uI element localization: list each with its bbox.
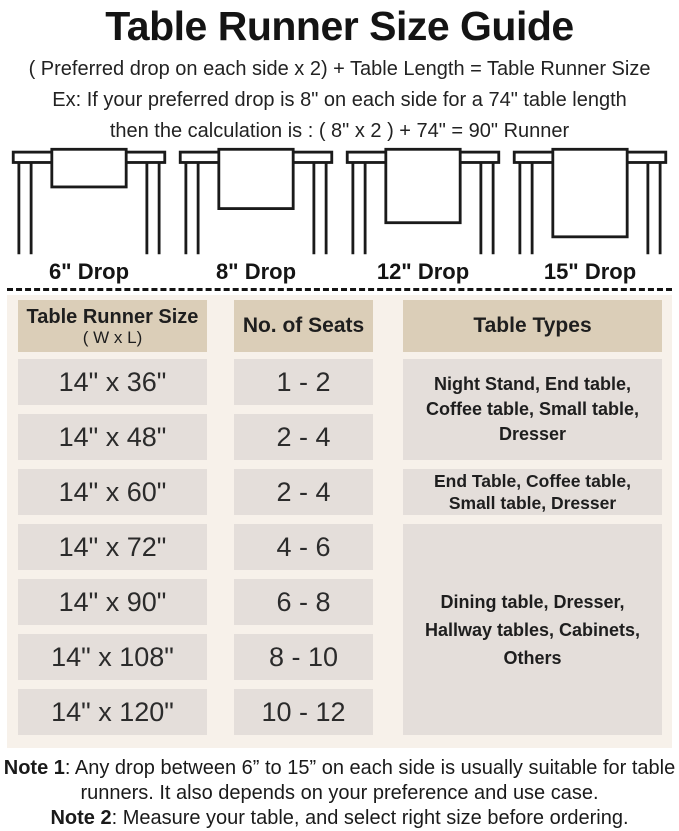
runner-drape <box>50 147 128 189</box>
size-cell: 14" x 120" <box>18 689 207 735</box>
seats-cell: 2 - 4 <box>234 414 373 460</box>
seats-cell: 10 - 12 <box>234 689 373 735</box>
header-table-types: Table Types <box>403 300 662 352</box>
table-runner-12-illustration <box>345 147 501 255</box>
runner-drape <box>217 147 295 210</box>
note-1-text: : Any drop between 6” to 15” on each sid… <box>64 757 676 804</box>
note-2-label: Note 2 <box>50 807 112 829</box>
drop-figure-15: 15" Drop <box>507 146 673 285</box>
table-types-cell: Night Stand, End table, Coffee table, Sm… <box>403 359 662 460</box>
size-cell: 14" x 48" <box>18 414 207 460</box>
example-line-1: Ex: If your preferred drop is 8" on each… <box>52 89 627 111</box>
drop-illustrations: 6" Drop 8" Drop 12" Drop <box>0 143 679 285</box>
size-cell: 14" x 60" <box>18 469 207 515</box>
table-runner-15-illustration <box>512 147 668 255</box>
header-seats: No. of Seats <box>234 300 373 352</box>
seats-cell: 6 - 8 <box>234 579 373 625</box>
note-2: Note 2: Measure your table, and select r… <box>2 806 677 831</box>
note-1-label: Note 1 <box>3 757 65 779</box>
footnotes: Note 1: Any drop between 6” to 15” on ea… <box>0 756 679 831</box>
table-types-cell: End Table, Coffee table, Small table, Dr… <box>403 469 662 515</box>
runner-drape <box>384 147 462 225</box>
size-guide-table: Table Runner Size ( W x L) 14" x 36" 14"… <box>7 295 672 748</box>
drop-label: 15" Drop <box>543 259 637 284</box>
seats-cell: 2 - 4 <box>234 469 373 515</box>
seats-cell: 4 - 6 <box>234 524 373 570</box>
header-runner-size-title: Table Runner Size <box>26 305 199 328</box>
example-line-2: then the calculation is : ( 8" x 2 ) + 7… <box>109 120 570 142</box>
runner-drape <box>551 147 629 239</box>
drop-label: 12" Drop <box>376 259 470 284</box>
drop-figure-12: 12" Drop <box>340 146 506 285</box>
divider-dashed <box>7 288 672 291</box>
note-2-text: : Measure your table, and select right s… <box>111 807 629 829</box>
header-runner-size: Table Runner Size ( W x L) <box>18 300 207 352</box>
seats-cell: 1 - 2 <box>234 359 373 405</box>
size-cell: 14" x 90" <box>18 579 207 625</box>
note-1: Note 1: Any drop between 6” to 15” on ea… <box>2 756 677 806</box>
drop-figure-6: 6" Drop <box>6 146 172 285</box>
seats-cell: 8 - 10 <box>234 634 373 680</box>
column-seats: No. of Seats 1 - 2 2 - 4 2 - 4 4 - 6 6 -… <box>234 300 373 744</box>
table-runner-6-illustration <box>11 147 167 255</box>
column-table-types: Table Types Night Stand, End table, Coff… <box>403 300 662 744</box>
drop-figure-8: 8" Drop <box>173 146 339 285</box>
column-runner-size: Table Runner Size ( W x L) 14" x 36" 14"… <box>18 300 207 744</box>
table-runner-8-illustration <box>178 147 334 255</box>
header-runner-size-sub: ( W x L) <box>82 327 143 347</box>
page-title: Table Runner Size Guide <box>105 3 574 49</box>
drop-label: 6" Drop <box>48 259 130 284</box>
size-cell: 14" x 72" <box>18 524 207 570</box>
size-cell: 14" x 108" <box>18 634 207 680</box>
size-cell: 14" x 36" <box>18 359 207 405</box>
table-types-cell: Dining table, Dresser, Hallway tables, C… <box>403 524 662 735</box>
formula-line: ( Preferred drop on each side x 2) + Tab… <box>28 58 651 80</box>
drop-label: 8" Drop <box>215 259 297 284</box>
